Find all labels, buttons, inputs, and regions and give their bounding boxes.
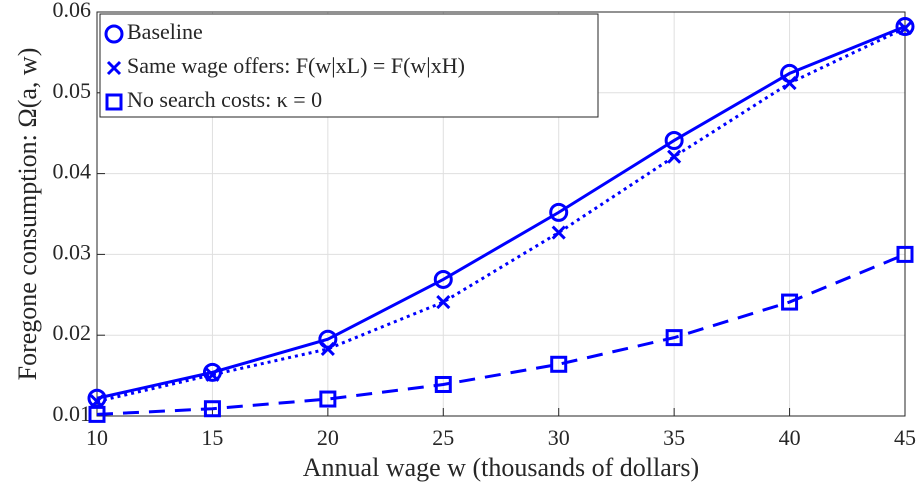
x-tick-label: 45 [894, 425, 916, 450]
series-line [96, 26, 906, 403]
marker [203, 400, 221, 418]
marker [549, 202, 569, 222]
marker [433, 269, 453, 289]
series-line [96, 253, 906, 416]
series-line [96, 25, 906, 400]
marker [665, 329, 683, 347]
marker [88, 405, 106, 423]
y-tick-label: 0.06 [53, 0, 92, 22]
marker [319, 390, 337, 408]
legend-label: Baseline [127, 19, 203, 44]
y-tick-label: 0.03 [53, 239, 92, 264]
marker [434, 375, 452, 393]
marker [896, 245, 914, 263]
x-tick-label: 20 [317, 425, 339, 450]
marker [895, 17, 915, 37]
marker [550, 355, 568, 373]
marker [782, 76, 797, 91]
marker [89, 394, 105, 409]
legend: Baseline Same wage offers: F(w|xL) = F(w|… [99, 13, 599, 118]
x-tick-label: 15 [201, 425, 223, 450]
y-axis-label: Foregone consumption: Ω(a, w) [13, 48, 42, 381]
marker [205, 367, 220, 382]
plot-frame [96, 11, 906, 417]
marker [897, 21, 913, 36]
x-tick-label: 40 [779, 425, 801, 450]
legend-label: No search costs: κ = 0 [127, 87, 322, 112]
x-tick-label: 10 [86, 425, 108, 450]
y-tick-label: 0.02 [53, 320, 92, 345]
x-tick-label: 25 [432, 425, 454, 450]
x-tick-label: 35 [663, 425, 685, 450]
marker [104, 24, 124, 44]
y-tick-label: 0.01 [53, 401, 92, 426]
marker [551, 225, 566, 240]
marker [781, 293, 799, 311]
marker [106, 60, 122, 76]
marker [105, 93, 123, 111]
marker [664, 130, 684, 150]
x-axis-label: Annual wage w (thousands of dollars) [303, 453, 699, 482]
marker [667, 149, 682, 164]
legend-label: Same wage offers: F(w|xL) = F(w|xH) [127, 53, 465, 78]
marker [320, 341, 335, 356]
y-tick-label: 0.04 [53, 159, 92, 184]
x-tick-label: 30 [548, 425, 570, 450]
y-tick-label: 0.05 [53, 78, 92, 103]
legend-box [99, 13, 599, 118]
marker [436, 295, 451, 310]
